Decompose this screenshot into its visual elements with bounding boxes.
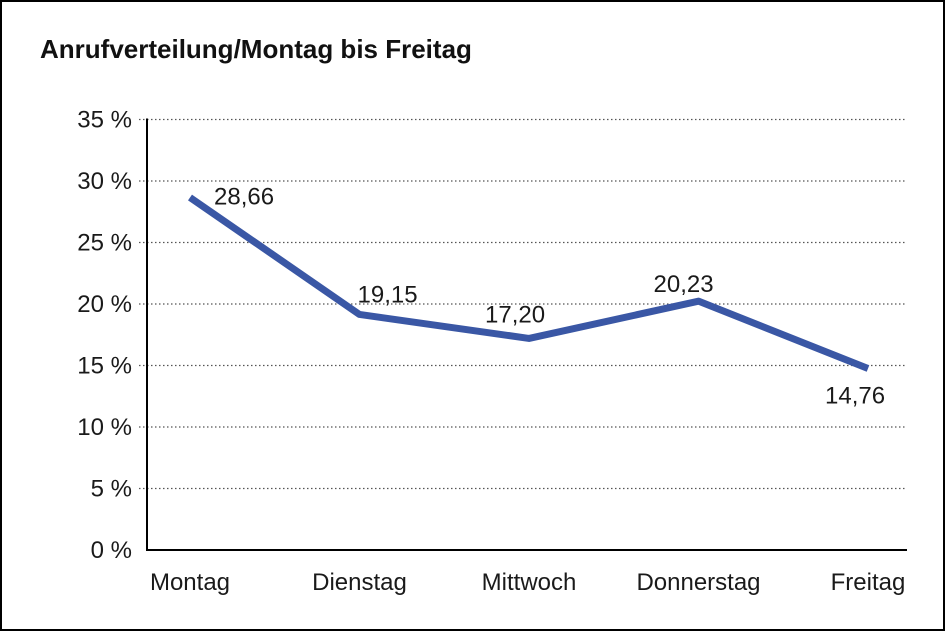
x-axis-category-label: Freitag xyxy=(831,569,906,596)
y-axis-tick-label: 35 % xyxy=(77,107,132,134)
data-point-label: 17,20 xyxy=(485,301,545,328)
x-axis-category-label: Mittwoch xyxy=(482,569,577,596)
data-point-label: 14,76 xyxy=(825,382,885,409)
y-axis-tick-label: 20 % xyxy=(77,291,132,318)
y-axis-tick-label: 30 % xyxy=(77,168,132,195)
x-axis-category-label: Montag xyxy=(150,569,230,596)
data-point-label: 28,66 xyxy=(214,183,274,210)
x-axis-category-label: Donnerstag xyxy=(636,569,760,596)
y-axis-tick-label: 0 % xyxy=(91,537,132,564)
x-axis-category-label: Dienstag xyxy=(312,569,407,596)
data-point-label: 19,15 xyxy=(358,281,418,308)
chart-title: Anrufverteilung/Montag bis Freitag xyxy=(40,34,472,64)
data-point-label: 20,23 xyxy=(654,271,714,298)
y-axis-tick-label: 5 % xyxy=(91,476,132,503)
y-axis-tick-label: 25 % xyxy=(77,230,132,257)
y-axis-tick-label: 10 % xyxy=(77,414,132,441)
data-series-line xyxy=(188,194,870,372)
y-axis-tick-label: 15 % xyxy=(77,353,132,380)
